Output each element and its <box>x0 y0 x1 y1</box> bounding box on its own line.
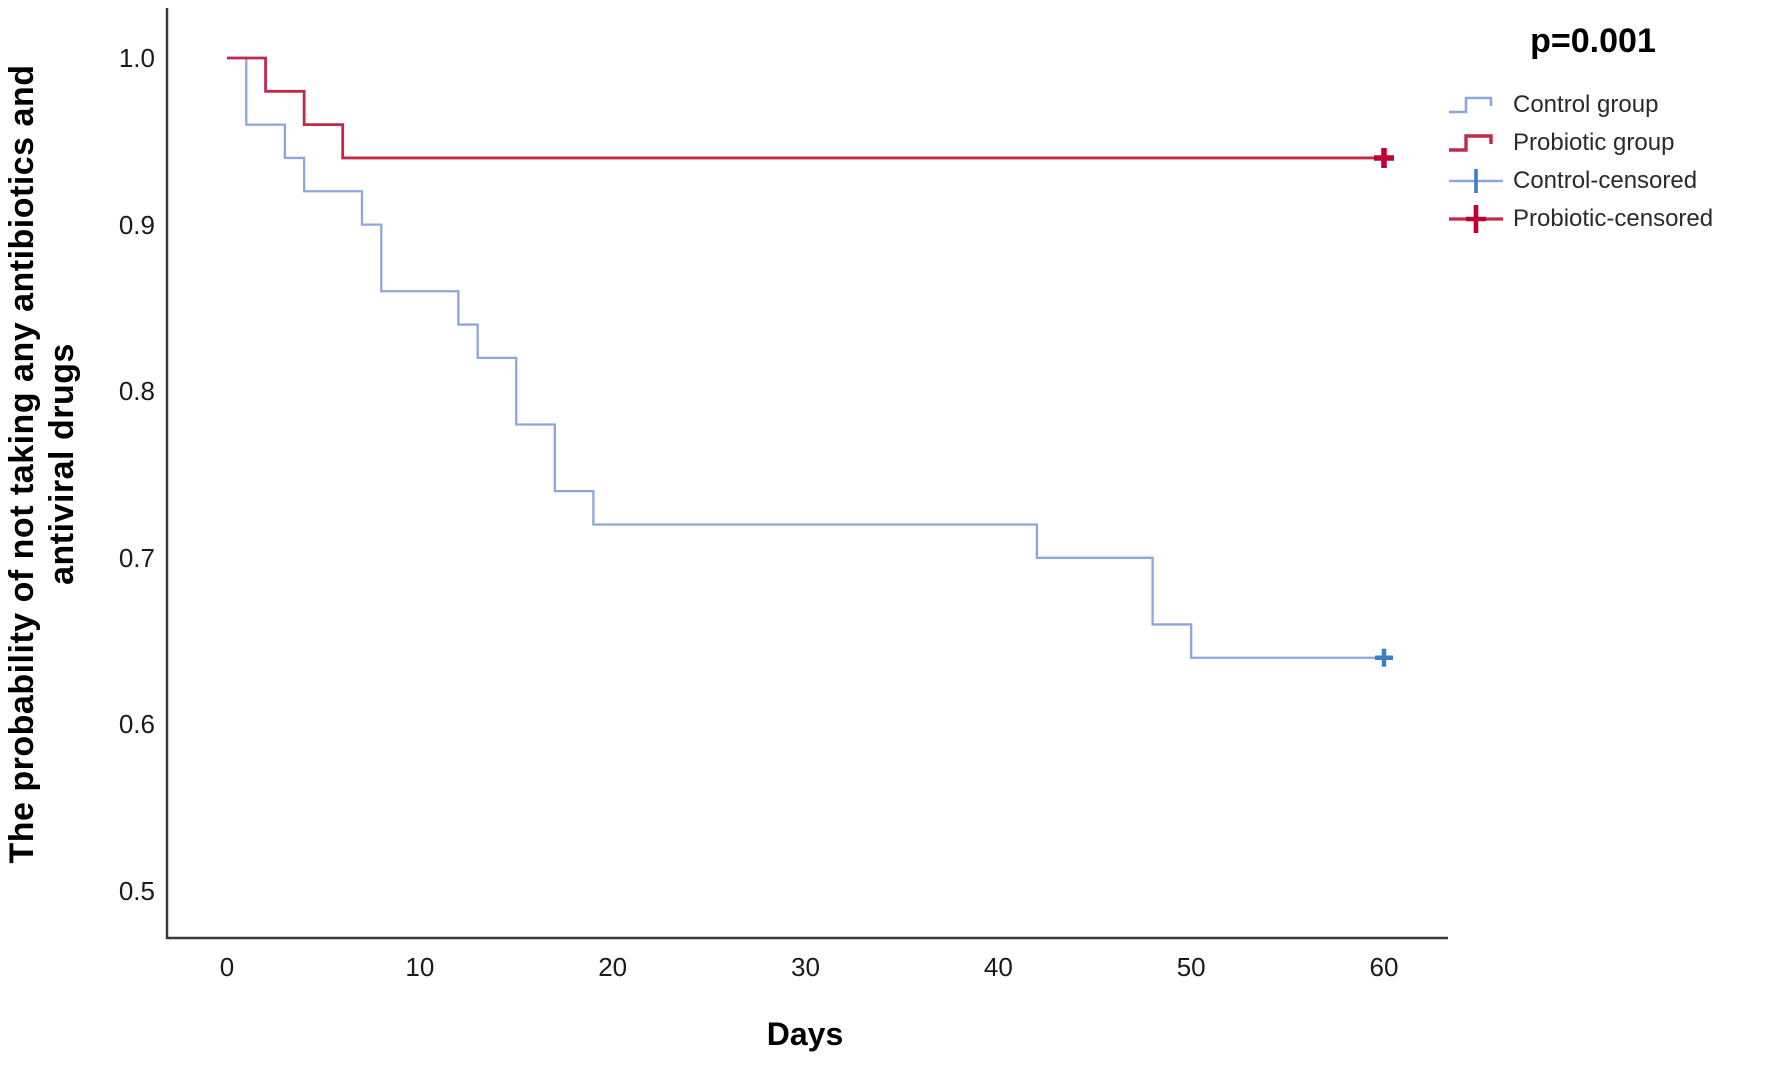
x-tick-label-0: 0 <box>219 952 235 982</box>
y-axis-title-line1: The probability of not taking any antibi… <box>3 64 41 864</box>
curve-control-group <box>227 56 1384 659</box>
legend-item-control-censored: Control-censored <box>1447 162 1713 200</box>
legend-censor-plus-icon <box>1449 205 1503 233</box>
x-tick-label-50: 50 <box>1176 952 1206 982</box>
x-tick-label-60: 60 <box>1369 952 1399 982</box>
x-tick-label-10: 10 <box>405 952 435 982</box>
curve-probiotic-group <box>227 56 1384 160</box>
y-axis-title-line2: antiviral drugs <box>43 343 81 585</box>
y-tick-label-0.6: 0.6 <box>118 709 155 740</box>
x-tick-label-20: 20 <box>598 952 628 982</box>
axis-lines <box>165 8 1448 940</box>
censor-mark-probiotic-group <box>1374 147 1394 168</box>
legend-item-probiotic-group: Probiotic group <box>1447 124 1713 162</box>
censor-mark-control-group <box>1375 648 1393 667</box>
y-tick-label-0.8: 0.8 <box>118 376 155 407</box>
y-tick-label-0.5: 0.5 <box>118 876 155 906</box>
legend-step-line-icon <box>1449 134 1493 152</box>
legend-step-line-icon <box>1449 96 1493 114</box>
legend: Control group Probiotic group Control-cens… <box>1447 86 1713 238</box>
y-tick-label-1.0: 1.0 <box>118 43 155 73</box>
legend-item-control-group: Control group <box>1447 86 1713 124</box>
legend-label: Control group <box>1513 91 1659 118</box>
x-axis-title: Days <box>766 1016 844 1052</box>
x-tick-label-40: 40 <box>983 952 1013 982</box>
legend-label: Probiotic group <box>1513 129 1675 156</box>
y-axis-title: The probability of not taking any antibi… <box>2 0 86 939</box>
legend-censor-plus-icon <box>1449 169 1503 193</box>
legend-item-probiotic-censored: Probiotic-censored <box>1447 200 1713 238</box>
legend-label: Control-censored <box>1513 167 1698 194</box>
legend-label: Probiotic-censored <box>1513 205 1714 232</box>
x-tick-label-30: 30 <box>791 952 820 982</box>
y-tick-label-0.9: 0.9 <box>118 209 155 240</box>
y-tick-label-0.7: 0.7 <box>118 542 155 573</box>
p-value-annotation: p=0.001 <box>1530 22 1656 60</box>
